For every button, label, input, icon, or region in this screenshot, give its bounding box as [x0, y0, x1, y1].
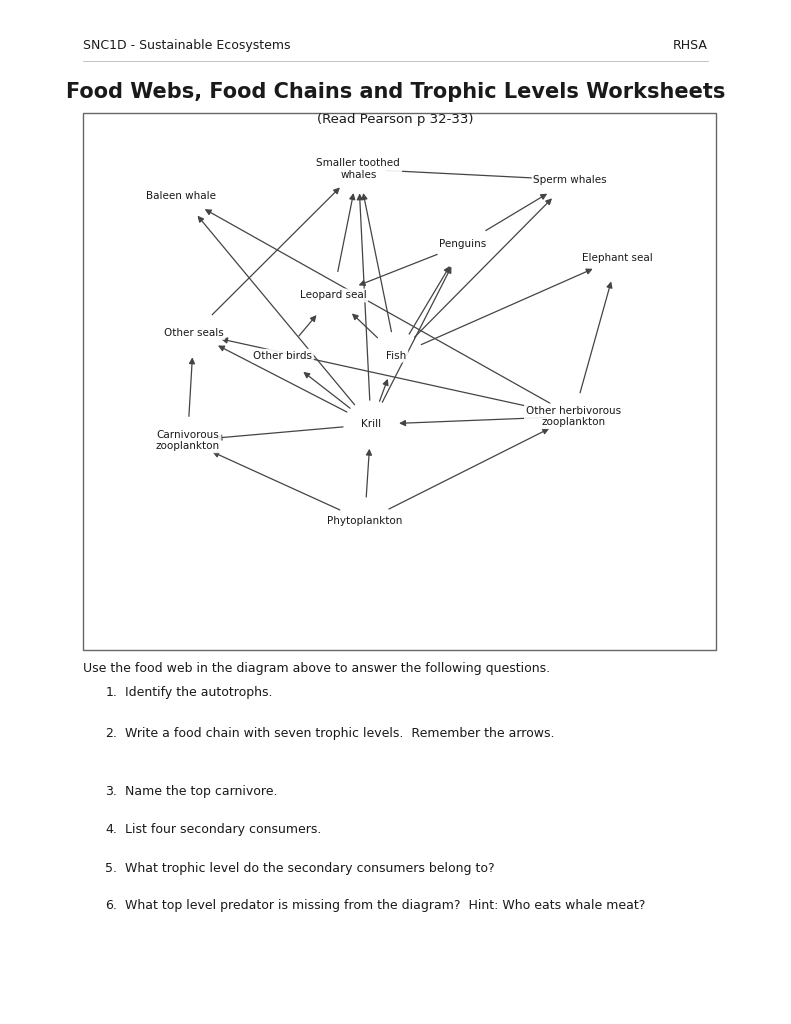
Text: Food Webs, Food Chains and Trophic Levels Worksheets: Food Webs, Food Chains and Trophic Level…: [66, 82, 725, 102]
Text: Other herbivorous
zooplankton: Other herbivorous zooplankton: [526, 406, 621, 427]
Text: Elephant seal: Elephant seal: [582, 253, 653, 263]
Text: What top level predator is missing from the diagram?  Hint: Who eats whale meat?: What top level predator is missing from …: [125, 899, 645, 912]
Text: Identify the autotrophs.: Identify the autotrophs.: [125, 686, 272, 699]
Text: 3.: 3.: [105, 785, 117, 799]
Text: SNC1D - Sustainable Ecosystems: SNC1D - Sustainable Ecosystems: [83, 39, 290, 52]
Text: Krill: Krill: [361, 420, 381, 429]
Text: Fish: Fish: [386, 350, 407, 360]
Text: 1.: 1.: [105, 686, 117, 699]
Text: Write a food chain with seven trophic levels.  Remember the arrows.: Write a food chain with seven trophic le…: [125, 727, 554, 740]
Text: RHSA: RHSA: [673, 39, 708, 52]
Text: What trophic level do the secondary consumers belong to?: What trophic level do the secondary cons…: [125, 862, 494, 876]
Text: Name the top carnivore.: Name the top carnivore.: [125, 785, 278, 799]
Text: Baleen whale: Baleen whale: [146, 190, 216, 201]
Text: Smaller toothed
whales: Smaller toothed whales: [316, 159, 400, 180]
Text: 4.: 4.: [105, 823, 117, 837]
Text: Sperm whales: Sperm whales: [533, 175, 607, 185]
Text: Carnivorous
zooplankton: Carnivorous zooplankton: [155, 430, 220, 452]
Text: Leopard seal: Leopard seal: [300, 291, 366, 300]
Text: Other birds: Other birds: [253, 350, 312, 360]
Text: 2.: 2.: [105, 727, 117, 740]
Bar: [83, 113, 716, 650]
Text: List four secondary consumers.: List four secondary consumers.: [125, 823, 321, 837]
Text: (Read Pearson p 32-33): (Read Pearson p 32-33): [317, 113, 474, 126]
Text: Phytoplankton: Phytoplankton: [327, 516, 403, 526]
Text: Other seals: Other seals: [164, 328, 224, 338]
Text: Use the food web in the diagram above to answer the following questions.: Use the food web in the diagram above to…: [83, 662, 551, 675]
Text: 6.: 6.: [105, 899, 117, 912]
Text: Penguins: Penguins: [439, 240, 486, 250]
Text: 5.: 5.: [105, 862, 117, 876]
